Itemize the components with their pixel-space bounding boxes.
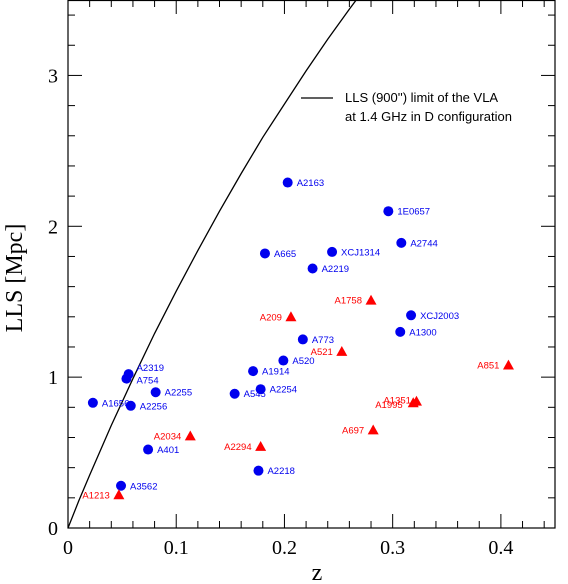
y-tick-label: 2 xyxy=(48,216,58,238)
circle-marker xyxy=(297,334,308,345)
circle-marker xyxy=(383,206,394,217)
circle-point-label: A754 xyxy=(136,376,158,387)
circle-point-label: A401 xyxy=(157,445,179,456)
triangle-marker xyxy=(367,424,379,435)
circle-point-label: A1914 xyxy=(262,367,289,378)
triangle-point-label: A2294 xyxy=(224,442,251,453)
circle-point-label: XCJ1314 xyxy=(341,247,380,258)
circle-marker xyxy=(282,177,293,188)
triangle-point-label: A1213 xyxy=(82,490,109,501)
circle-point-label: A2255 xyxy=(165,388,192,399)
triangle-marker xyxy=(255,441,267,451)
circle-point-label: A3562 xyxy=(130,481,157,492)
x-axis-title: z xyxy=(312,560,323,584)
circle-point-label: A665 xyxy=(274,249,296,260)
circle-marker xyxy=(229,388,240,399)
circle-point-label: XCJ2003 xyxy=(420,311,459,322)
x-tick-label: 0.4 xyxy=(488,537,513,559)
circle-marker xyxy=(396,237,407,248)
circle-point-label: A2218 xyxy=(267,466,294,477)
circle-marker xyxy=(87,397,98,408)
data-points: A2163 1E0657 A2744 A665 XCJ1314 A2219 XCJ2003 A… xyxy=(82,177,514,501)
circle-marker xyxy=(121,373,132,384)
triangle-point-label: A2034 xyxy=(154,431,181,442)
legend-line2: at 1.4 GHz in D configuration xyxy=(345,109,512,124)
axis-ticks xyxy=(67,0,555,529)
triangle-marker xyxy=(407,397,419,408)
circle-marker xyxy=(143,444,154,455)
circle-marker xyxy=(259,248,270,259)
x-tick-label: 0 xyxy=(63,537,73,559)
triangle-point-label: A1995 xyxy=(375,400,402,411)
triangle-point-label: A209 xyxy=(260,312,282,323)
circle-marker xyxy=(327,246,338,257)
circle-point-label: A773 xyxy=(312,335,334,346)
circle-point-label: A2163 xyxy=(297,178,324,189)
axis-tick-labels: 0 0.1 0.2 0.3 0.4 0 1 2 3 xyxy=(48,65,513,559)
circle-marker xyxy=(307,263,318,274)
triangle-marker xyxy=(184,430,196,441)
x-tick-label: 0.2 xyxy=(272,537,297,559)
limit-curve-line xyxy=(67,0,357,529)
legend-line1: LLS (900'') limit of the VLA xyxy=(345,90,498,105)
circle-point-label: 1E0657 xyxy=(397,207,430,218)
circle-point-label: A2744 xyxy=(410,238,437,249)
y-axis-title: LLS [Mpc] xyxy=(2,224,28,333)
plot-frame xyxy=(67,0,556,529)
y-tick-label: 0 xyxy=(48,518,58,540)
triangle-point-label: A1758 xyxy=(335,296,362,307)
circle-marker xyxy=(150,387,161,398)
plot-border xyxy=(67,0,556,529)
x-tick-label: 0.3 xyxy=(380,537,405,559)
circle-point-label: A1656 xyxy=(102,398,129,409)
triangle-marker xyxy=(113,489,125,500)
legend: LLS (900'') limit of the VLA at 1.4 GHz … xyxy=(301,90,512,124)
x-tick-label: 0.1 xyxy=(164,537,189,559)
circle-point-label: A545 xyxy=(244,389,266,400)
circle-marker xyxy=(278,355,289,366)
triangle-point-label: A1351 xyxy=(383,395,410,406)
circle-point-label: A2319 xyxy=(137,363,164,374)
triangle-marker xyxy=(285,311,297,322)
triangle-point-label: A521 xyxy=(311,347,333,358)
vla-limit-curve xyxy=(67,0,357,529)
circle-marker xyxy=(406,310,417,321)
triangle-marker xyxy=(365,294,377,305)
circle-point-label: A2254 xyxy=(270,385,297,396)
circle-marker xyxy=(253,465,264,476)
circle-point-label: A2256 xyxy=(140,401,167,412)
triangle-point-label: A851 xyxy=(477,361,499,372)
circle-point-label: A1300 xyxy=(409,327,436,338)
circle-marker xyxy=(116,480,127,491)
circle-marker xyxy=(255,384,266,395)
triangle-point-label: A697 xyxy=(342,425,364,436)
circle-point-label: A2219 xyxy=(322,264,349,275)
y-tick-label: 1 xyxy=(48,367,58,389)
circle-marker xyxy=(395,326,406,337)
circle-point-label: A520 xyxy=(292,356,314,367)
circle-marker xyxy=(248,366,259,377)
y-tick-label: 3 xyxy=(48,65,58,87)
triangle-marker xyxy=(502,359,514,370)
triangle-marker xyxy=(336,345,348,356)
circle-marker xyxy=(125,400,136,411)
